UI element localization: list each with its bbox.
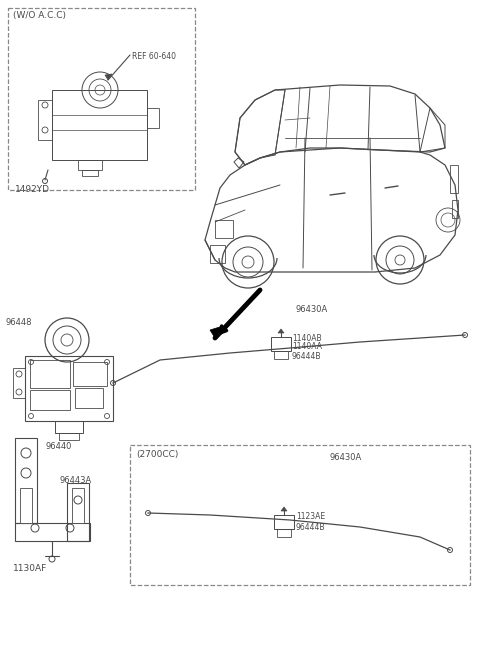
Text: 1492YD: 1492YD bbox=[15, 185, 50, 194]
Bar bbox=[55, 421, 83, 433]
Bar bbox=[8, 8, 195, 190]
Bar bbox=[72, 488, 84, 523]
Bar bbox=[30, 390, 70, 410]
Polygon shape bbox=[210, 326, 223, 338]
Bar bbox=[147, 108, 159, 128]
Text: 1140AB: 1140AB bbox=[292, 334, 322, 343]
Bar bbox=[59, 433, 79, 440]
Text: 96430A: 96430A bbox=[295, 305, 327, 314]
Bar bbox=[215, 220, 233, 238]
Bar bbox=[274, 351, 288, 359]
Bar bbox=[20, 488, 32, 523]
Bar bbox=[271, 337, 291, 351]
Text: 96430A: 96430A bbox=[330, 453, 362, 462]
Bar bbox=[210, 245, 225, 263]
Text: 96444B: 96444B bbox=[296, 523, 325, 532]
Bar bbox=[277, 529, 291, 537]
Bar bbox=[30, 360, 70, 388]
Bar bbox=[15, 523, 90, 541]
Bar bbox=[52, 90, 147, 160]
Text: 1140AA: 1140AA bbox=[292, 342, 322, 351]
Polygon shape bbox=[105, 74, 112, 80]
Bar bbox=[274, 515, 294, 529]
Bar bbox=[450, 165, 458, 193]
Bar bbox=[38, 100, 52, 140]
Bar bbox=[78, 160, 102, 170]
Bar bbox=[82, 170, 98, 176]
Polygon shape bbox=[278, 329, 284, 333]
Text: 96443A: 96443A bbox=[60, 476, 92, 485]
Bar bbox=[75, 388, 103, 408]
Bar bbox=[73, 362, 107, 386]
Polygon shape bbox=[281, 507, 287, 511]
Text: (2700CC): (2700CC) bbox=[136, 450, 179, 459]
Text: 1130AF: 1130AF bbox=[13, 564, 47, 573]
Bar bbox=[15, 438, 37, 523]
Bar bbox=[130, 445, 470, 585]
Text: 1123AE: 1123AE bbox=[296, 512, 325, 521]
Text: 96440: 96440 bbox=[45, 442, 72, 451]
Bar bbox=[452, 200, 458, 218]
Text: REF 60-640: REF 60-640 bbox=[132, 52, 176, 61]
Text: 96448: 96448 bbox=[5, 318, 32, 327]
Text: 96444B: 96444B bbox=[292, 352, 322, 361]
Bar bbox=[25, 356, 113, 421]
Bar bbox=[67, 483, 89, 541]
Text: (W/O A.C.C): (W/O A.C.C) bbox=[13, 11, 66, 20]
Bar bbox=[13, 368, 25, 398]
